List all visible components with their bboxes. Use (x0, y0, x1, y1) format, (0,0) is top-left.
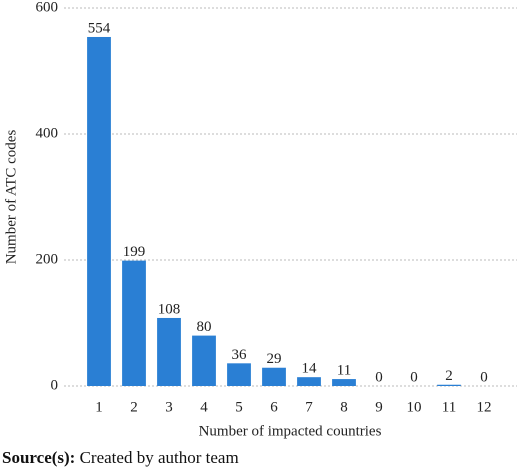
x-tick-label: 8 (340, 399, 348, 415)
bar (122, 260, 146, 386)
x-tick-label: 12 (477, 399, 492, 415)
bar (437, 384, 461, 386)
x-tick-label: 7 (305, 399, 313, 415)
bar (227, 363, 251, 386)
data-label: 554 (88, 20, 111, 36)
x-tick-label: 5 (235, 399, 243, 415)
bar (192, 335, 216, 386)
data-label: 2 (445, 368, 453, 384)
y-axis-label: Number of ATC codes (3, 130, 19, 265)
bar (297, 377, 321, 386)
y-tick-label: 200 (36, 251, 59, 267)
data-label: 199 (123, 244, 146, 260)
bar (332, 379, 356, 386)
data-label: 36 (232, 347, 248, 363)
data-label: 0 (480, 369, 488, 385)
data-label: 80 (197, 319, 212, 335)
data-label: 108 (158, 301, 181, 317)
source-label: Source(s): (2, 448, 76, 467)
x-tick-label: 6 (270, 399, 278, 415)
x-tick-label: 4 (200, 399, 208, 415)
x-tick-label: 3 (165, 399, 173, 415)
x-tick-label: 1 (95, 399, 103, 415)
x-tick-label: 11 (442, 399, 456, 415)
chart: Number of impacted countries Number of A… (3, 0, 517, 439)
bar (87, 36, 111, 386)
y-tick-label: 600 (36, 0, 59, 15)
data-label: 0 (410, 369, 418, 385)
bar (262, 367, 286, 386)
x-tick-label: 9 (375, 399, 383, 415)
y-tick-label: 400 (36, 125, 59, 141)
x-tick-label: 2 (130, 399, 138, 415)
data-label: 14 (302, 361, 318, 377)
source-note: Source(s): Created by author team (2, 448, 239, 468)
data-label: 0 (375, 369, 383, 385)
source-text: Created by author team (79, 448, 239, 467)
x-axis-label: Number of impacted countries (199, 423, 382, 439)
x-tick-label: 10 (407, 399, 422, 415)
bar (157, 317, 181, 386)
y-tick-label: 0 (51, 377, 59, 393)
data-label: 29 (267, 351, 282, 367)
data-label: 11 (337, 363, 351, 379)
